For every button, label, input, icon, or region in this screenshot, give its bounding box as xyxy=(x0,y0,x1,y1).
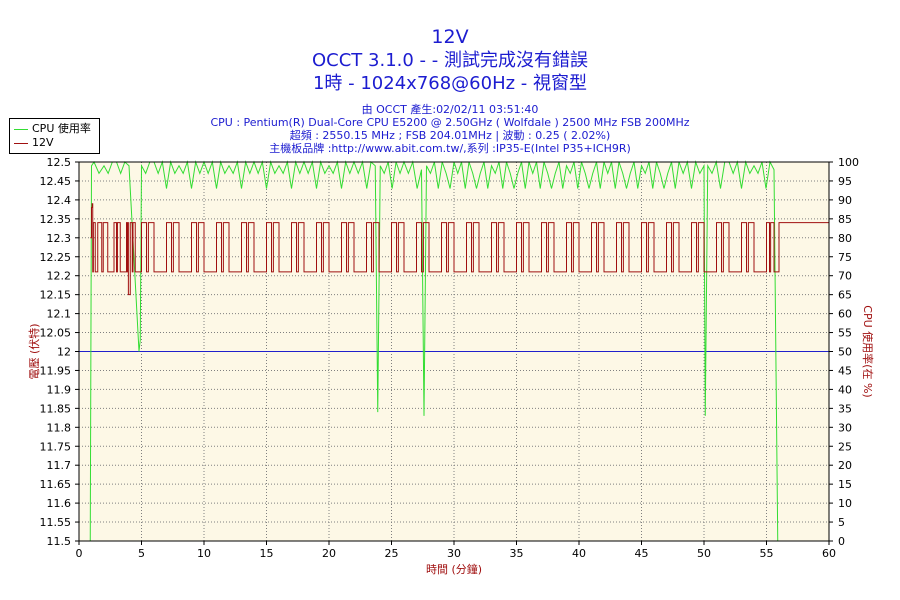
y-right-tick-label: 30 xyxy=(838,421,852,434)
x-tick-label: 45 xyxy=(635,547,649,560)
y-left-tick-label: 12 xyxy=(57,346,71,359)
y-right-tick-label: 25 xyxy=(838,440,852,453)
x-tick-label: 10 xyxy=(197,547,211,560)
legend-label-cpu: CPU 使用率 xyxy=(32,122,91,135)
y-left-tick-label: 11.65 xyxy=(40,478,72,491)
y-right-tick-label: 0 xyxy=(838,535,845,548)
y-left-tick-label: 11.8 xyxy=(47,421,72,434)
y-left-tick-label: 11.55 xyxy=(40,516,72,529)
y-left-tick-label: 11.95 xyxy=(40,364,72,377)
legend-item-volt: 12V xyxy=(14,136,54,150)
y-right-tick-label: 60 xyxy=(838,308,852,321)
y-right-tick-label: 80 xyxy=(838,232,852,245)
y-right-tick-label: 75 xyxy=(838,251,852,264)
legend-swatch-cpu xyxy=(14,128,28,130)
x-tick-label: 0 xyxy=(76,547,83,560)
y-left-tick-label: 12.35 xyxy=(40,213,72,226)
info-motherboard: 主機板品牌 :http://www.abit.com.tw/,系列 :IP35-… xyxy=(269,142,631,155)
y-right-tick-label: 20 xyxy=(838,459,852,472)
chart-mode: 1時 - 1024x768@60Hz - 視窗型 xyxy=(312,73,588,94)
x-tick-label: 20 xyxy=(322,547,336,560)
series-line-cpu xyxy=(89,160,829,542)
y-left-tick-label: 11.6 xyxy=(47,497,72,510)
y-left-tick-label: 11.7 xyxy=(47,459,72,472)
x-tick-label: 25 xyxy=(385,547,399,560)
y-right-tick-label: 45 xyxy=(838,364,852,377)
y-left-tick-label: 11.85 xyxy=(40,402,72,415)
x-tick-label: 40 xyxy=(572,547,586,560)
y-right-tick-label: 100 xyxy=(838,156,859,169)
y-right-tick-label: 15 xyxy=(838,478,852,491)
y-left-tick-label: 12.1 xyxy=(47,308,72,321)
y-right-tick-label: 55 xyxy=(838,327,852,340)
info-overclock: 超頻 : 2550.15 MHz ; FSB 204.01MHz | 波動 : … xyxy=(289,129,611,142)
x-axis-title: 時間 (分鐘) xyxy=(426,562,482,576)
series-line-12v xyxy=(90,203,829,296)
chart-title: 12V xyxy=(431,26,469,48)
y-left-axis-title: 電壓 (伏特) xyxy=(27,323,41,379)
y-right-tick-label: 50 xyxy=(838,346,852,359)
y-left-tick-label: 11.75 xyxy=(40,440,72,453)
y-right-tick-label: 95 xyxy=(838,175,852,188)
x-tick-label: 55 xyxy=(760,547,774,560)
y-left-tick-label: 12.25 xyxy=(40,251,72,264)
y-right-tick-label: 70 xyxy=(838,270,852,283)
y-right-tick-label: 40 xyxy=(838,383,852,396)
y-right-tick-label: 35 xyxy=(838,402,852,415)
info-cpu: CPU : Pentium(R) Dual-Core CPU E5200 @ 2… xyxy=(210,116,690,129)
y-right-axis-title: CPU 使用率(在 %) xyxy=(861,305,875,397)
y-left-tick-label: 12.5 xyxy=(47,156,72,169)
y-left-tick-label: 12.05 xyxy=(40,327,72,340)
y-right-tick-label: 90 xyxy=(838,194,852,207)
chart-subtitle: OCCT 3.1.0 - - 測試完成沒有錯誤 xyxy=(312,50,588,71)
x-tick-label: 5 xyxy=(138,547,145,560)
legend-swatch-volt xyxy=(14,142,28,144)
x-tick-label: 60 xyxy=(822,547,836,560)
y-right-tick-label: 10 xyxy=(838,497,852,510)
legend-label-volt: 12V xyxy=(32,136,54,149)
y-right-tick-label: 65 xyxy=(838,289,852,302)
y-left-tick-label: 11.5 xyxy=(47,535,72,548)
y-left-tick-label: 12.45 xyxy=(40,175,72,188)
legend-item-cpu: CPU 使用率 xyxy=(14,122,91,136)
x-tick-label: 50 xyxy=(697,547,711,560)
y-left-tick-label: 12.3 xyxy=(47,232,72,245)
y-left-tick-label: 12.15 xyxy=(40,289,72,302)
y-left-tick-label: 11.9 xyxy=(47,383,72,396)
x-tick-label: 35 xyxy=(510,547,524,560)
y-right-tick-label: 85 xyxy=(838,213,852,226)
y-left-tick-label: 12.4 xyxy=(47,194,72,207)
y-left-tick-label: 12.2 xyxy=(47,270,72,283)
x-tick-label: 15 xyxy=(260,547,274,560)
info-generated: 由 OCCT 產生:02/02/11 03:51:40 xyxy=(361,103,539,116)
x-tick-label: 30 xyxy=(447,547,461,560)
legend: CPU 使用率 12V xyxy=(9,118,100,154)
y-right-tick-label: 5 xyxy=(838,516,845,529)
